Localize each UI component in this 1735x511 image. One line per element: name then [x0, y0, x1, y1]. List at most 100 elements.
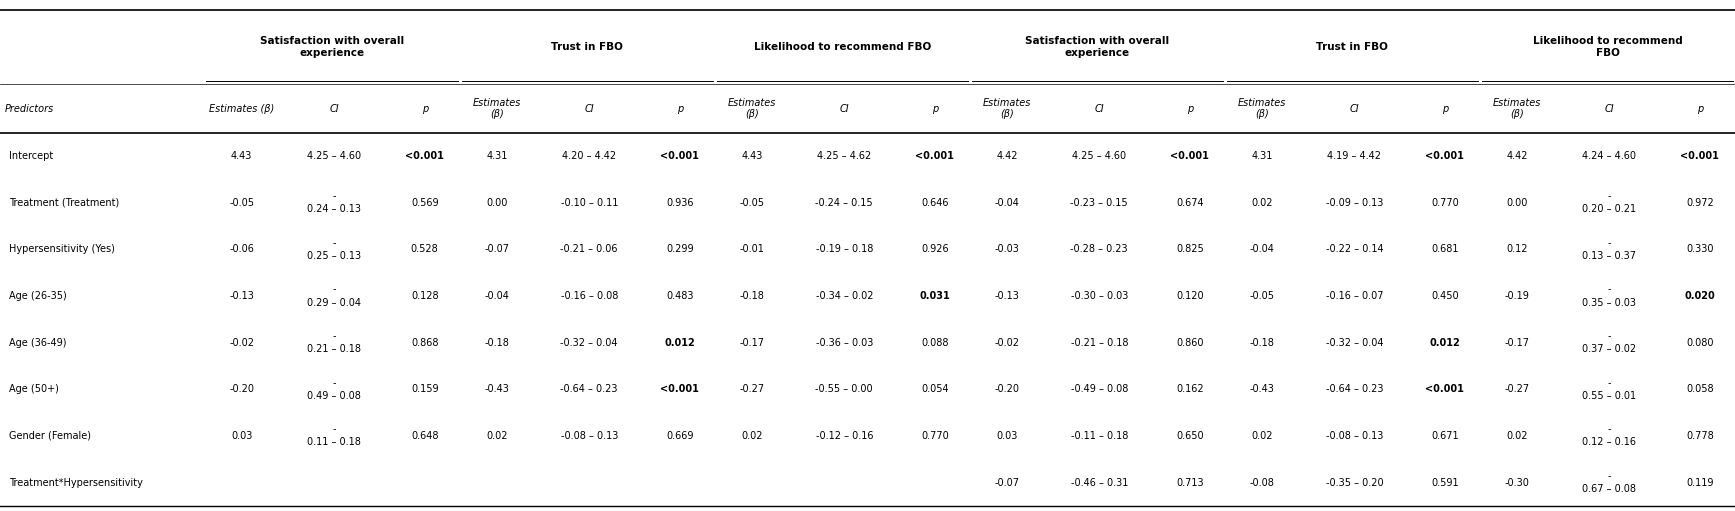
Text: Treatment*Hypersensitivity: Treatment*Hypersensitivity: [9, 478, 142, 487]
Text: Hypersensitivity (Yes): Hypersensitivity (Yes): [9, 244, 115, 254]
Text: 0.058: 0.058: [1686, 384, 1714, 394]
Text: Likelihood to recommend
FBO: Likelihood to recommend FBO: [1532, 36, 1683, 58]
Text: 0.03: 0.03: [231, 431, 252, 441]
Text: 0.713: 0.713: [1176, 478, 1204, 487]
Text: <0.001: <0.001: [916, 151, 954, 161]
Text: -0.23 – 0.15: -0.23 – 0.15: [1070, 198, 1128, 208]
Text: -0.07: -0.07: [484, 244, 510, 254]
Text: 0.13 – 0.37: 0.13 – 0.37: [1582, 251, 1636, 261]
Text: 0.162: 0.162: [1176, 384, 1204, 394]
Text: -: -: [333, 238, 337, 248]
Text: -0.05: -0.05: [739, 198, 765, 208]
Text: -: -: [1608, 331, 1612, 341]
Text: <0.001: <0.001: [1426, 384, 1464, 394]
Text: -0.46 – 0.31: -0.46 – 0.31: [1070, 478, 1128, 487]
Text: p: p: [1697, 104, 1704, 113]
Text: 0.646: 0.646: [921, 198, 949, 208]
Text: 0.012: 0.012: [665, 338, 696, 347]
Text: -0.28 – 0.23: -0.28 – 0.23: [1070, 244, 1128, 254]
Text: p: p: [1442, 104, 1449, 113]
Text: -0.27: -0.27: [739, 384, 765, 394]
Text: -0.07: -0.07: [994, 478, 1020, 487]
Text: Satisfaction with overall
experience: Satisfaction with overall experience: [1025, 36, 1169, 58]
Text: CI: CI: [1350, 104, 1359, 113]
Text: 0.25 – 0.13: 0.25 – 0.13: [307, 251, 361, 261]
Text: -: -: [1608, 425, 1612, 434]
Text: CI: CI: [330, 104, 338, 113]
Text: 0.648: 0.648: [411, 431, 439, 441]
Text: -0.18: -0.18: [739, 291, 763, 301]
Text: -0.08 – 0.13: -0.08 – 0.13: [560, 431, 618, 441]
Text: -0.02: -0.02: [229, 338, 255, 347]
Text: 0.128: 0.128: [411, 291, 439, 301]
Text: Trust in FBO: Trust in FBO: [1317, 42, 1388, 52]
Text: -0.09 – 0.13: -0.09 – 0.13: [1326, 198, 1383, 208]
Text: 0.868: 0.868: [411, 338, 439, 347]
Text: Trust in FBO: Trust in FBO: [552, 42, 623, 52]
Text: -0.12 – 0.16: -0.12 – 0.16: [815, 431, 873, 441]
Text: 0.159: 0.159: [411, 384, 439, 394]
Text: CI: CI: [1095, 104, 1103, 113]
Text: Estimates
(β): Estimates (β): [727, 98, 776, 120]
Text: -0.16 – 0.08: -0.16 – 0.08: [560, 291, 618, 301]
Text: -0.18: -0.18: [484, 338, 508, 347]
Text: Intercept: Intercept: [9, 151, 54, 161]
Text: 0.02: 0.02: [1506, 431, 1529, 441]
Text: p: p: [1187, 104, 1194, 113]
Text: 0.770: 0.770: [921, 431, 949, 441]
Text: 0.972: 0.972: [1686, 198, 1714, 208]
Text: 4.31: 4.31: [1251, 151, 1272, 161]
Text: -0.13: -0.13: [229, 291, 253, 301]
Text: -0.03: -0.03: [994, 244, 1018, 254]
Text: 0.936: 0.936: [666, 198, 694, 208]
Text: -0.02: -0.02: [994, 338, 1020, 347]
Text: <0.001: <0.001: [1426, 151, 1464, 161]
Text: 0.860: 0.860: [1176, 338, 1204, 347]
Text: -0.19: -0.19: [1504, 291, 1529, 301]
Text: 0.00: 0.00: [1506, 198, 1527, 208]
Text: Age (36-49): Age (36-49): [9, 338, 66, 347]
Text: 0.591: 0.591: [1431, 478, 1459, 487]
Text: 0.02: 0.02: [1251, 431, 1273, 441]
Text: 0.299: 0.299: [666, 244, 694, 254]
Text: CI: CI: [585, 104, 593, 113]
Text: 0.02: 0.02: [741, 431, 763, 441]
Text: -0.20: -0.20: [994, 384, 1020, 394]
Text: <0.001: <0.001: [1681, 151, 1719, 161]
Text: Estimates
(β): Estimates (β): [472, 98, 520, 120]
Text: Age (50+): Age (50+): [9, 384, 59, 394]
Text: -0.04: -0.04: [1249, 244, 1273, 254]
Text: p: p: [932, 104, 939, 113]
Text: -: -: [1608, 285, 1612, 294]
Text: 0.03: 0.03: [996, 431, 1017, 441]
Text: 4.31: 4.31: [486, 151, 507, 161]
Text: -0.06: -0.06: [229, 244, 253, 254]
Text: Satisfaction with overall
experience: Satisfaction with overall experience: [260, 36, 404, 58]
Text: -0.36 – 0.03: -0.36 – 0.03: [815, 338, 873, 347]
Text: -0.32 – 0.04: -0.32 – 0.04: [1326, 338, 1383, 347]
Text: 0.650: 0.650: [1176, 431, 1204, 441]
Text: -: -: [333, 285, 337, 294]
Text: -0.20: -0.20: [229, 384, 255, 394]
Text: -: -: [1608, 471, 1612, 481]
Text: -0.35 – 0.20: -0.35 – 0.20: [1326, 478, 1383, 487]
Text: Estimates
(β): Estimates (β): [1492, 98, 1541, 120]
Text: <0.001: <0.001: [406, 151, 444, 161]
Text: 0.49 – 0.08: 0.49 – 0.08: [307, 391, 361, 401]
Text: -0.43: -0.43: [484, 384, 508, 394]
Text: -: -: [1608, 378, 1612, 388]
Text: 0.012: 0.012: [1430, 338, 1461, 347]
Text: -0.04: -0.04: [994, 198, 1018, 208]
Text: 0.020: 0.020: [1685, 291, 1716, 301]
Text: Predictors: Predictors: [5, 104, 54, 113]
Text: 0.674: 0.674: [1176, 198, 1204, 208]
Text: Estimates
(β): Estimates (β): [1237, 98, 1286, 120]
Text: Estimates
(β): Estimates (β): [982, 98, 1031, 120]
Text: 4.24 – 4.60: 4.24 – 4.60: [1582, 151, 1636, 161]
Text: -0.11 – 0.18: -0.11 – 0.18: [1070, 431, 1128, 441]
Text: 0.12 – 0.16: 0.12 – 0.16: [1582, 437, 1636, 448]
Text: 0.031: 0.031: [920, 291, 951, 301]
Text: 0.054: 0.054: [921, 384, 949, 394]
Text: -0.16 – 0.07: -0.16 – 0.07: [1326, 291, 1383, 301]
Text: 0.671: 0.671: [1431, 431, 1459, 441]
